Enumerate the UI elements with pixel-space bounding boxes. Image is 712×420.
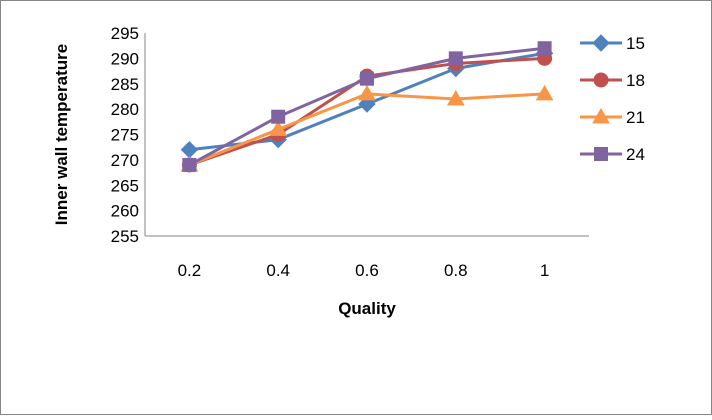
legend: 15 18 21 24 — [580, 34, 645, 164]
y-tick-label: 295 — [111, 24, 139, 43]
x-tick-label: 0.8 — [444, 261, 468, 280]
y-tick-label: 285 — [111, 75, 139, 94]
y-tick-label: 290 — [111, 49, 139, 68]
data-point — [358, 84, 376, 101]
legend-marker — [593, 72, 609, 88]
data-point — [535, 84, 554, 101]
y-tick-label: 255 — [111, 227, 139, 246]
legend-marker — [592, 107, 610, 124]
x-tick-label: 0.4 — [266, 261, 290, 280]
x-tick-label: 0.6 — [355, 261, 379, 280]
legend-item: 18 — [580, 71, 645, 90]
legend-label: 18 — [626, 71, 645, 90]
data-point — [448, 51, 463, 66]
series-24 — [182, 41, 552, 172]
legend-label: 21 — [626, 108, 645, 127]
y-tick-label: 260 — [111, 202, 139, 221]
legend-label: 15 — [626, 34, 645, 53]
legend-item: 15 — [580, 34, 645, 53]
legend-item: 24 — [580, 145, 645, 164]
legend-marker — [592, 34, 610, 52]
data-point — [537, 41, 552, 56]
series-layer — [180, 41, 554, 173]
data-point — [446, 89, 465, 106]
y-axis-title: Inner wall temperature — [52, 44, 71, 225]
x-tick-label: 0.2 — [178, 261, 202, 280]
y-tick-label: 280 — [111, 100, 139, 119]
data-point — [271, 109, 286, 124]
x-tick-label: 1 — [540, 261, 549, 280]
legend-marker — [594, 147, 608, 161]
y-tick-label: 275 — [111, 126, 139, 145]
y-tick-label: 270 — [111, 151, 139, 170]
legend-item: 21 — [580, 107, 645, 127]
data-point — [269, 120, 288, 136]
x-axis-title: Quality — [338, 299, 396, 318]
y-tick-label: 265 — [111, 176, 139, 195]
axes: 255 260 265 270 275 280 285 290 295 0.2 0.4 0.6 0.8 1 — [111, 24, 589, 280]
data-point — [182, 157, 197, 172]
legend-label: 24 — [626, 145, 645, 164]
data-point — [360, 71, 374, 86]
